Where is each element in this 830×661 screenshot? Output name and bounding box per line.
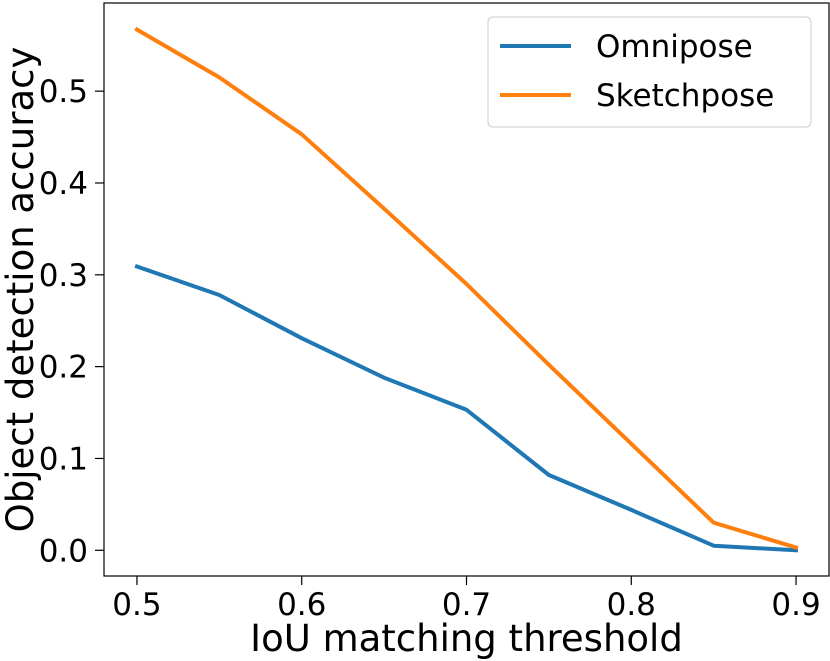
y-tick-label: 0.4 [39, 166, 88, 202]
x-tick-label: 0.6 [277, 587, 326, 623]
x-tick-label: 0.8 [607, 587, 656, 623]
series-line-omnipose [134, 263, 799, 553]
x-tick-label: 0.9 [771, 587, 820, 623]
legend: Omnipose Sketchpose [487, 16, 812, 128]
legend-label-sketchpose: Sketchpose [596, 78, 774, 114]
y-tick-label: 0.5 [39, 74, 88, 110]
series-line-sketchpose [134, 26, 799, 550]
series-layer [134, 26, 799, 553]
y-tick-label: 0.3 [39, 258, 88, 294]
x-axis-title: IoU matching threshold [250, 617, 683, 660]
legend-label-omnipose: Omnipose [596, 29, 753, 65]
x-tick-label: 0.7 [442, 587, 491, 623]
y-tick-label: 0.2 [39, 350, 88, 386]
y-tick-label: 0.0 [39, 533, 88, 569]
x-axis-ticks: 0.5 0.6 0.7 0.8 0.9 [112, 576, 821, 623]
y-tick-label: 0.1 [39, 441, 88, 477]
y-axis-title: Object detection accuracy [0, 47, 42, 533]
y-axis-ticks: 0.0 0.1 0.2 0.3 0.4 0.5 [39, 74, 104, 569]
x-tick-label: 0.5 [112, 587, 161, 623]
